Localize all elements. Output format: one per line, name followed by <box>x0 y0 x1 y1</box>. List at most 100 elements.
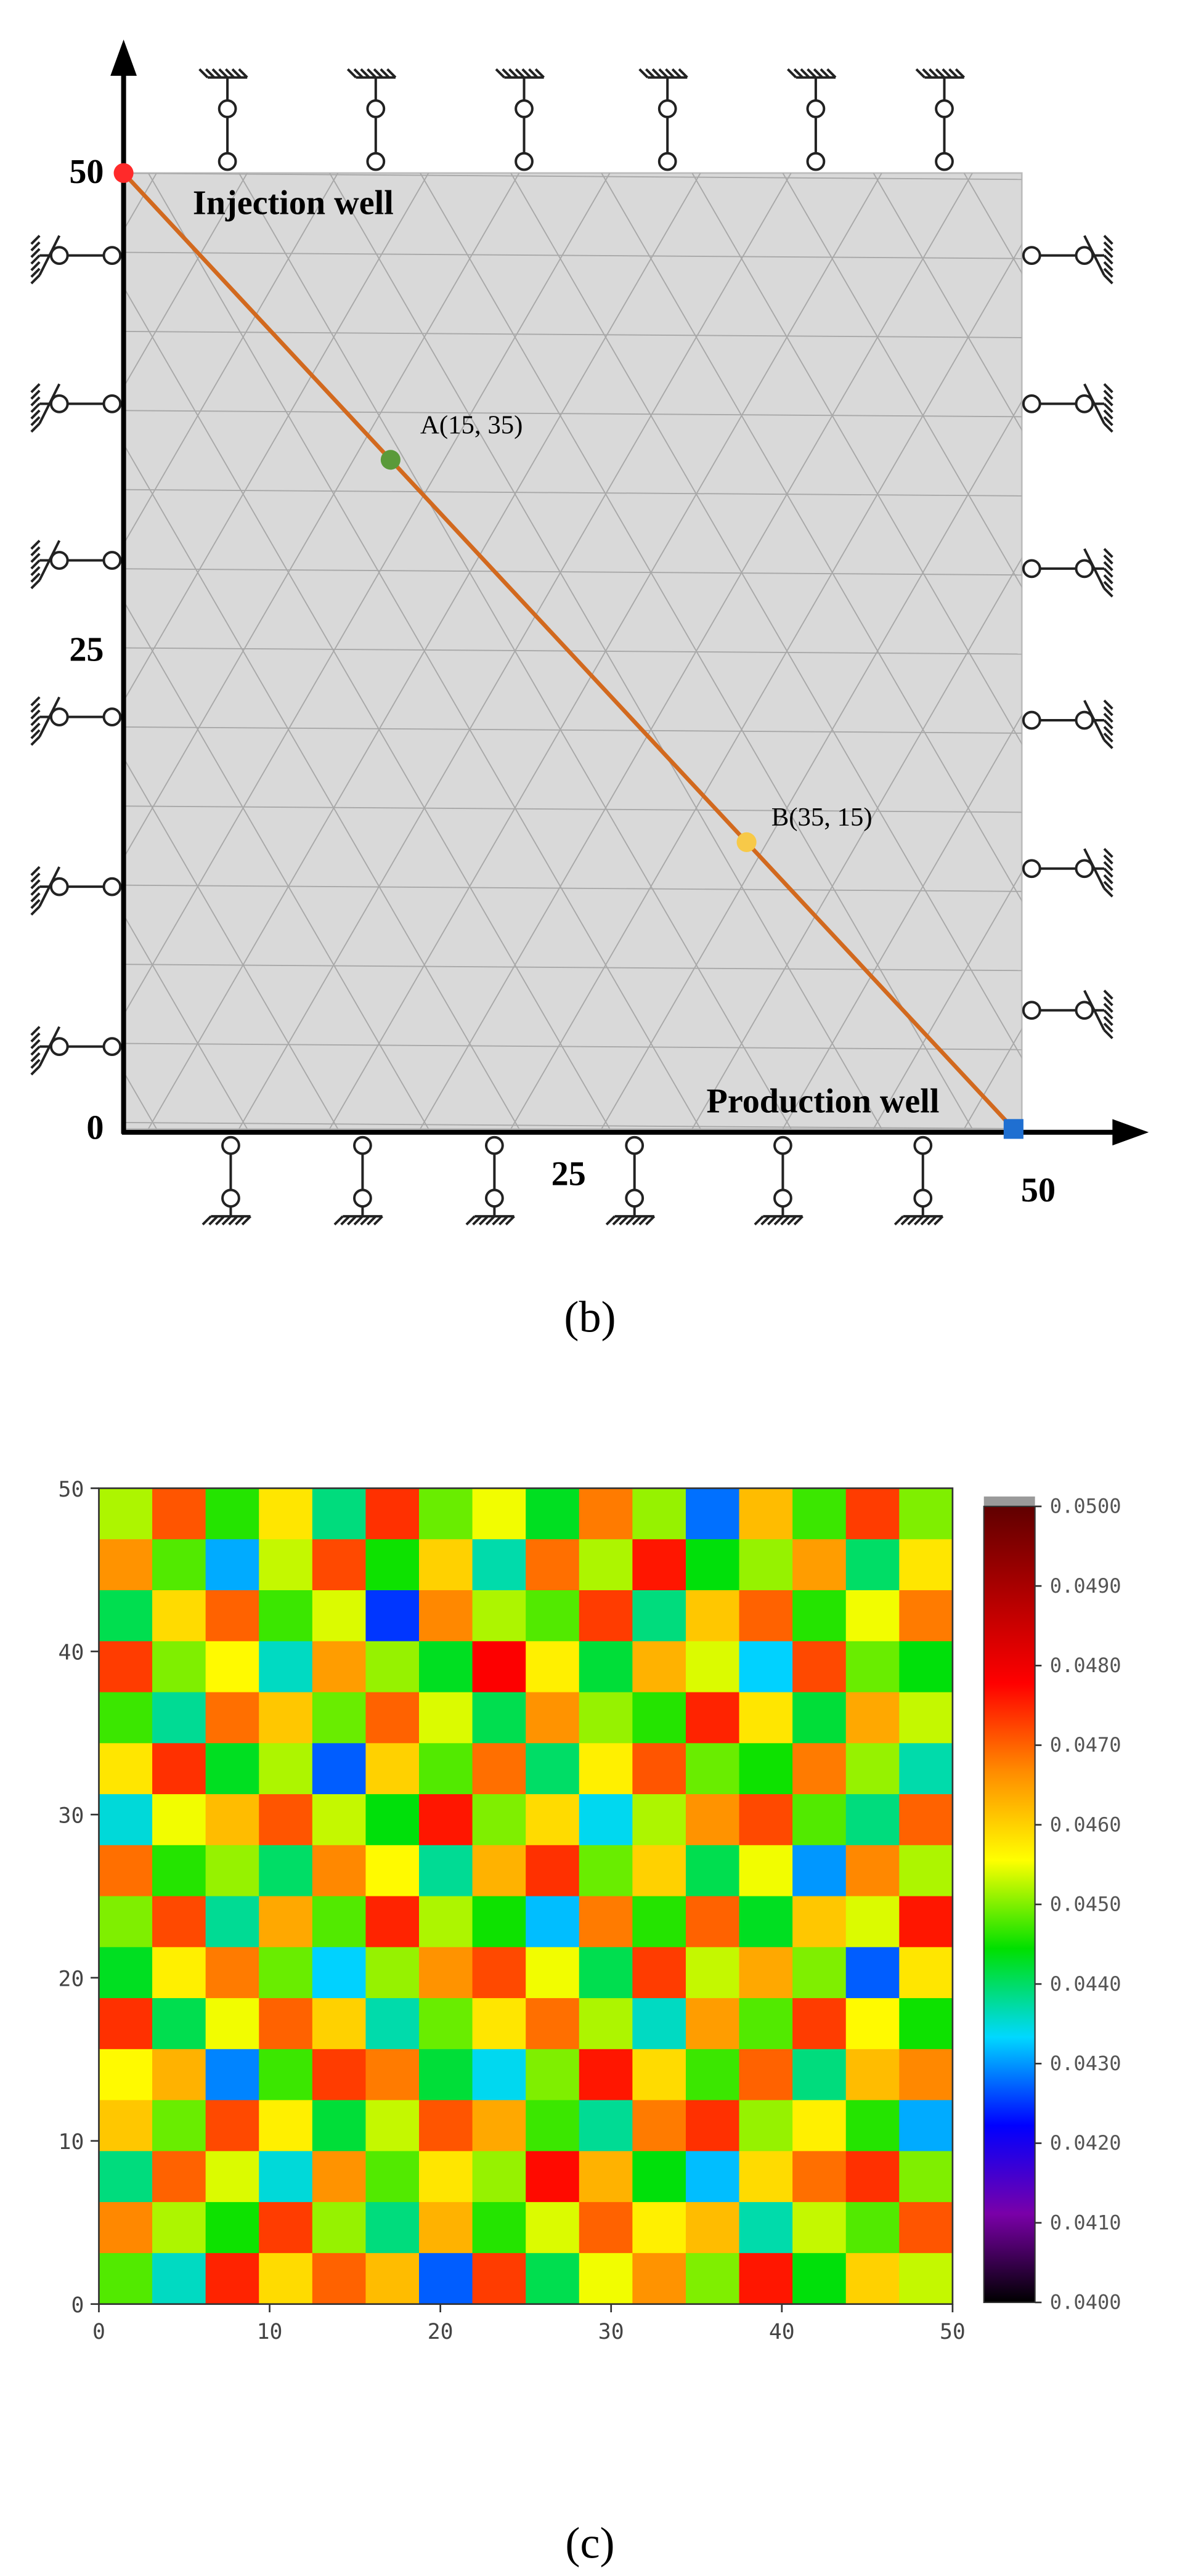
y-tick-label: 50 <box>69 153 104 191</box>
heat-cell <box>365 1794 420 1846</box>
hatch <box>671 68 682 79</box>
heat-cell <box>419 1794 473 1846</box>
hatch <box>30 539 41 550</box>
heat-cell <box>899 2151 953 2203</box>
hatch <box>30 267 41 278</box>
heat-cell <box>739 2100 793 2152</box>
heat-cell <box>579 1947 633 1999</box>
heat-cell <box>845 1845 900 1897</box>
heat-cell <box>259 1998 313 2050</box>
heat-cell <box>205 1539 260 1591</box>
hatch <box>1103 235 1113 245</box>
heat-cell <box>472 1743 526 1795</box>
heat-cell <box>152 1641 206 1693</box>
mesh-line <box>123 1042 1022 1050</box>
heat-cell <box>739 1794 793 1846</box>
hatch <box>678 68 688 79</box>
heat-cell <box>632 2253 686 2305</box>
pin <box>102 1037 122 1056</box>
mesh-line <box>123 914 248 1129</box>
heat-cell <box>685 2100 740 2152</box>
hatch <box>645 1215 656 1225</box>
hatch <box>1103 580 1113 591</box>
pin <box>366 99 386 118</box>
heat-cell <box>152 1488 206 1540</box>
hatch <box>360 68 370 79</box>
heat-cell <box>205 1896 260 1948</box>
heat-cell <box>739 1641 793 1693</box>
hatch <box>208 1215 219 1225</box>
y-tick-label: 25 <box>69 631 104 669</box>
hatch <box>30 566 41 576</box>
hatch <box>380 68 390 79</box>
pin <box>49 1037 69 1056</box>
heat-cell <box>419 1998 473 2050</box>
heat-cell <box>632 1641 686 1693</box>
pin <box>773 1188 792 1208</box>
hatch <box>30 579 41 590</box>
heat-cell <box>312 1488 367 1540</box>
hatch <box>767 1215 778 1225</box>
heat-cell <box>579 2253 633 2305</box>
heat-cell <box>792 1998 847 2050</box>
heat-cell <box>259 1947 313 1999</box>
heat-cell <box>845 1539 900 1591</box>
hatch <box>221 1215 232 1225</box>
mesh-line <box>123 173 248 389</box>
heat-cell <box>365 1947 420 1999</box>
heat-cell <box>899 1998 953 2050</box>
heat-cell <box>845 1488 900 1540</box>
heat-cell <box>632 2151 686 2203</box>
pin <box>102 246 122 266</box>
hatch <box>907 1215 918 1225</box>
hatch <box>231 68 242 79</box>
heat-cell <box>259 1794 313 1846</box>
heat-cell <box>312 1641 367 1693</box>
colorbar-label: 0.0450 <box>1050 1893 1121 1916</box>
heat-cell <box>845 2253 900 2305</box>
heat-cell <box>526 2100 580 2152</box>
hatch <box>1103 241 1113 252</box>
hatch <box>1103 587 1113 598</box>
hatch <box>534 68 545 79</box>
hatch <box>1103 248 1113 258</box>
hatch <box>30 866 41 876</box>
heat-cell <box>259 2253 313 2305</box>
pin <box>1022 246 1041 266</box>
heat-cell <box>99 1845 153 1897</box>
heat-cell <box>685 1845 740 1897</box>
heat-cell <box>739 2049 793 2101</box>
heat-cell <box>739 1845 793 1897</box>
mesh-line <box>123 757 339 1129</box>
hatch <box>30 416 41 426</box>
heat-cell <box>259 1692 313 1744</box>
heat-cell <box>579 1743 633 1795</box>
heat-cell <box>472 2049 526 2101</box>
mesh-line <box>123 173 1022 181</box>
heat-cell <box>526 2253 580 2305</box>
heat-cell <box>152 2253 206 2305</box>
heat-cell <box>685 1998 740 2050</box>
support <box>30 866 122 916</box>
heat-cell <box>205 1488 260 1540</box>
support <box>638 68 688 171</box>
pin <box>1075 1001 1094 1020</box>
pin <box>366 152 386 171</box>
hatch <box>1103 887 1113 898</box>
plot-frame <box>98 1487 954 2305</box>
heat-cell <box>579 1641 633 1693</box>
colorbar-label: 0.0460 <box>1050 1813 1121 1836</box>
hatch <box>1103 402 1113 413</box>
heat-cell <box>685 1896 740 1948</box>
heat-cell <box>632 2049 686 2101</box>
heat-cell <box>632 1794 686 1846</box>
heat-cell <box>792 1641 847 1693</box>
colorbar <box>983 1505 1036 2304</box>
pin <box>1022 1001 1041 1020</box>
pin <box>102 394 122 413</box>
hatch <box>807 68 817 79</box>
hatch <box>30 892 41 903</box>
mesh-line <box>1055 173 1180 1129</box>
heat-cell <box>205 1998 260 2050</box>
